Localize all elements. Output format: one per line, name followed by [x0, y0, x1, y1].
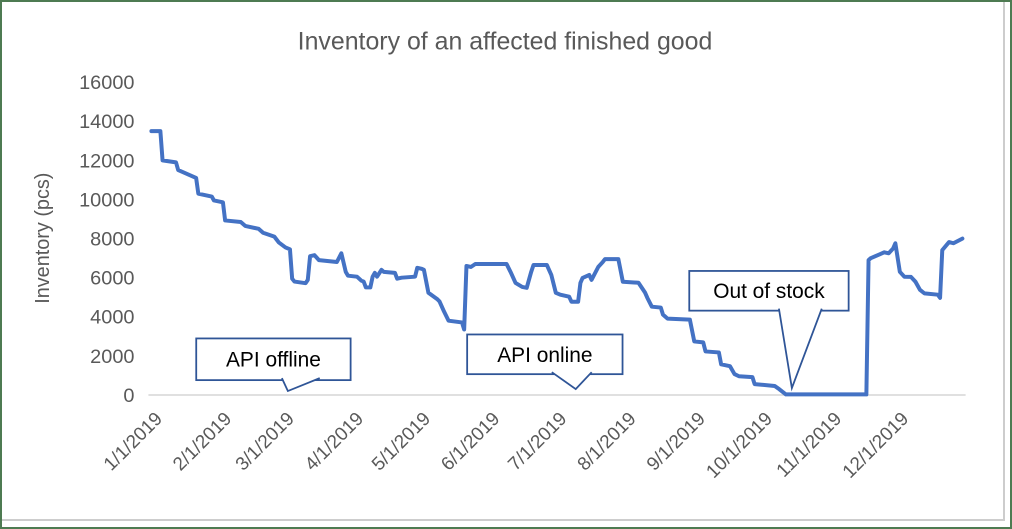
- x-tick-label: 1/1/2019: [100, 409, 167, 476]
- y-tick-label: 4000: [90, 307, 134, 329]
- x-tick-label: 8/1/2019: [574, 409, 641, 476]
- x-tick-label: 3/1/2019: [232, 409, 299, 476]
- x-tick-label: 4/1/2019: [301, 409, 368, 476]
- callout-api-offline: API offline: [195, 337, 352, 393]
- annotation-layer: API offline API online Out of stock: [195, 270, 850, 393]
- callout-pointer-fill: [778, 308, 822, 389]
- x-tick-label: 10/1/2019: [702, 409, 776, 483]
- callout-out-of-stock: Out of stock: [688, 270, 850, 392]
- callout-box: [466, 333, 624, 376]
- y-tick-label: 14000: [79, 111, 134, 133]
- series-layer: [149, 129, 965, 397]
- x-tick-label: 5/1/2019: [368, 409, 435, 476]
- y-tick-label: 16000: [79, 72, 134, 94]
- callout-label: API online: [497, 344, 592, 367]
- x-tick-label: 6/1/2019: [437, 409, 504, 476]
- callout-box: [195, 337, 352, 382]
- series-line-inventory: [149, 129, 965, 397]
- callout-pointer-outline: [778, 308, 823, 392]
- x-tick-label: 12/1/2019: [839, 409, 913, 483]
- y-tick-label: 2000: [90, 346, 134, 368]
- y-tick-label: 10000: [79, 189, 134, 211]
- y-axis-title: Inventory (pcs): [32, 173, 54, 304]
- callout-pointer-outline: [281, 377, 321, 393]
- callout-api-online: API online: [466, 333, 624, 391]
- callout-pointer-outline: [551, 371, 593, 391]
- x-tick-label: 11/1/2019: [773, 409, 846, 482]
- y-tick-label: 6000: [90, 268, 134, 290]
- chart-title: Inventory of an affected finished good: [298, 29, 713, 56]
- y-tick-label: 12000: [79, 150, 134, 172]
- callout-pointer-fill: [551, 372, 592, 390]
- callout-box: [688, 270, 850, 312]
- y-tick-label: 8000: [90, 229, 134, 251]
- callout-label: API offline: [226, 349, 321, 372]
- x-tick-label: 9/1/2019: [643, 409, 710, 476]
- x-tick-label: 2/1/2019: [169, 409, 236, 476]
- callout-label: Out of stock: [713, 280, 825, 303]
- x-tick-label: 7/1/2019: [504, 409, 571, 476]
- y-tick-label: 0: [123, 385, 134, 407]
- y-axis-tick-labels: 0 2000 4000 6000 8000 10000 12000 14000 16000: [79, 72, 134, 407]
